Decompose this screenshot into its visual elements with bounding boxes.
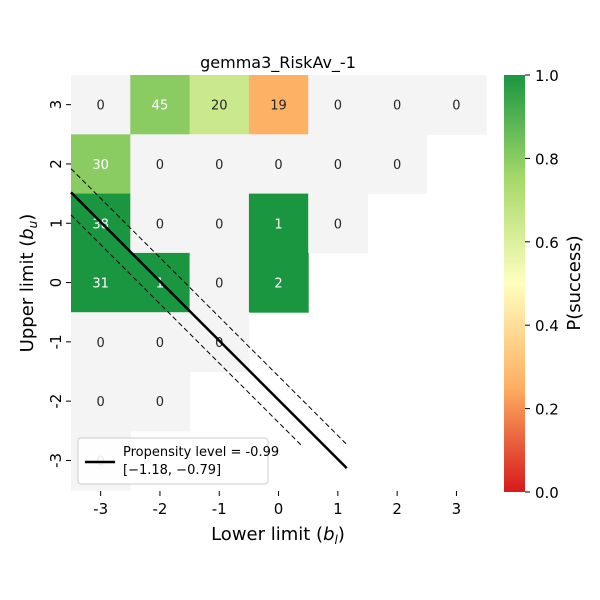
cell-count-label: 0 <box>97 336 105 351</box>
colorbar: 0.0 0.2 0.4 0.6 0.8 1.0 P(success) <box>504 67 585 502</box>
x-tick-label: -2 <box>152 500 167 518</box>
x-tick-label: -3 <box>93 500 108 518</box>
cell-count-label: 0 <box>215 158 223 173</box>
heatmap-cell <box>308 193 368 254</box>
heatmap-cell <box>308 134 368 195</box>
cell-count-label: 19 <box>270 99 287 114</box>
colorbar-tick-label: 0.8 <box>535 150 559 168</box>
heatmap-cell <box>189 134 250 195</box>
colorbar-ticks: 0.0 0.2 0.4 0.6 0.8 1.0 <box>525 67 559 502</box>
legend-ci-label: [−1.18, −0.79] <box>123 463 221 478</box>
cell-count-label: 30 <box>92 158 109 173</box>
heatmap-cell <box>71 252 131 313</box>
cell-count-label: 0 <box>215 217 223 232</box>
propensity-lines <box>70 168 348 470</box>
colorbar-tick-label: 1.0 <box>535 67 559 85</box>
cell-count-label: 0 <box>274 158 282 173</box>
cell-count-label: 0 <box>156 217 164 232</box>
heatmap-cell <box>189 193 250 254</box>
propensity-ci-lower-line <box>70 214 303 447</box>
x-axis-ticks: -3 -2 -1 0 1 2 3 <box>93 491 461 518</box>
cell-count-label: 0 <box>393 158 401 173</box>
cell-count-label: 1 <box>274 217 282 232</box>
colorbar-tick-label: 0.6 <box>535 234 559 252</box>
heatmap-cell <box>189 252 250 313</box>
x-axis-label: Lower limit (bl) <box>211 524 345 547</box>
x-tick-label: 0 <box>274 500 284 518</box>
heatmap-cell <box>71 134 131 195</box>
cell-count-label: 0 <box>215 277 223 292</box>
heatmap-cell <box>71 312 131 372</box>
cell-count-label: 0 <box>97 99 105 114</box>
x-tick-label: 3 <box>452 500 462 518</box>
heatmap-cell <box>71 371 131 432</box>
y-tick-label: 0 <box>47 278 65 288</box>
heatmap-cell <box>367 75 428 135</box>
heatmap-cells: 0452019000300000038001031102000000 <box>71 75 487 491</box>
y-tick-label: -2 <box>47 394 65 409</box>
heatmap-cell <box>426 75 487 135</box>
y-tick-label: 3 <box>47 100 65 110</box>
colorbar-tick-label: 0.4 <box>535 317 559 335</box>
heatmap-cell <box>130 371 191 432</box>
heatmap-cell <box>248 193 309 254</box>
heatmap-cell <box>130 75 191 135</box>
heatmap-cell <box>308 75 368 135</box>
cell-count-label: 0 <box>393 99 401 114</box>
propensity-line <box>70 191 348 470</box>
colorbar-gradient <box>504 75 525 492</box>
legend: Propensity level = -0.99 [−1.18, −0.79] <box>77 437 279 485</box>
cell-count-label: 0 <box>97 395 105 410</box>
y-tick-label: -1 <box>47 334 65 349</box>
cell-count-label: 0 <box>215 336 223 351</box>
chart-title: gemma3_RiskAv_-1 <box>200 53 356 73</box>
cell-count-label: 0 <box>156 336 164 351</box>
colorbar-tick-label: 0.2 <box>535 401 559 419</box>
heatmap-cell <box>367 134 428 195</box>
heatmap-cell <box>248 252 309 313</box>
y-axis-ticks: 3 2 1 0 -1 -2 -3 <box>47 100 71 468</box>
y-tick-label: 2 <box>47 159 65 169</box>
legend-box <box>77 437 269 485</box>
cell-count-label: 0 <box>334 99 342 114</box>
cell-count-label: 31 <box>92 277 109 292</box>
x-tick-label: 1 <box>333 500 343 518</box>
cell-count-label: 0 <box>452 99 460 114</box>
colorbar-tick-label: 0.0 <box>535 484 559 502</box>
cell-count-label: 20 <box>211 99 228 114</box>
cell-count-label: 1 <box>156 277 164 292</box>
colorbar-label: P(success) <box>564 235 585 330</box>
cell-count-label: 2 <box>274 277 282 292</box>
cell-count-label: 0 <box>334 158 342 173</box>
y-axis-label: Upper limit (bu) <box>17 214 40 353</box>
x-tick-label: -1 <box>212 500 227 518</box>
cell-count-label: 45 <box>152 99 169 114</box>
heatmap-cell <box>248 75 309 135</box>
heatmap-cell <box>130 312 191 372</box>
cell-count-label: 0 <box>334 217 342 232</box>
cell-count-label: 38 <box>92 217 109 232</box>
cell-count-label: 0 <box>156 158 164 173</box>
cell-count-label: 0 <box>156 395 164 410</box>
heatmap-cell <box>189 75 250 135</box>
y-tick-label: 1 <box>47 218 65 228</box>
legend-label: Propensity level = -0.99 <box>123 445 279 460</box>
heatmap-cell <box>130 134 191 195</box>
x-tick-label: 2 <box>392 500 402 518</box>
propensity-ci-upper-line <box>70 168 348 445</box>
heatmap-cell <box>130 193 191 254</box>
y-tick-label: -3 <box>47 453 65 468</box>
heatmap-cell <box>71 75 131 135</box>
heatmap-cell <box>248 134 309 195</box>
